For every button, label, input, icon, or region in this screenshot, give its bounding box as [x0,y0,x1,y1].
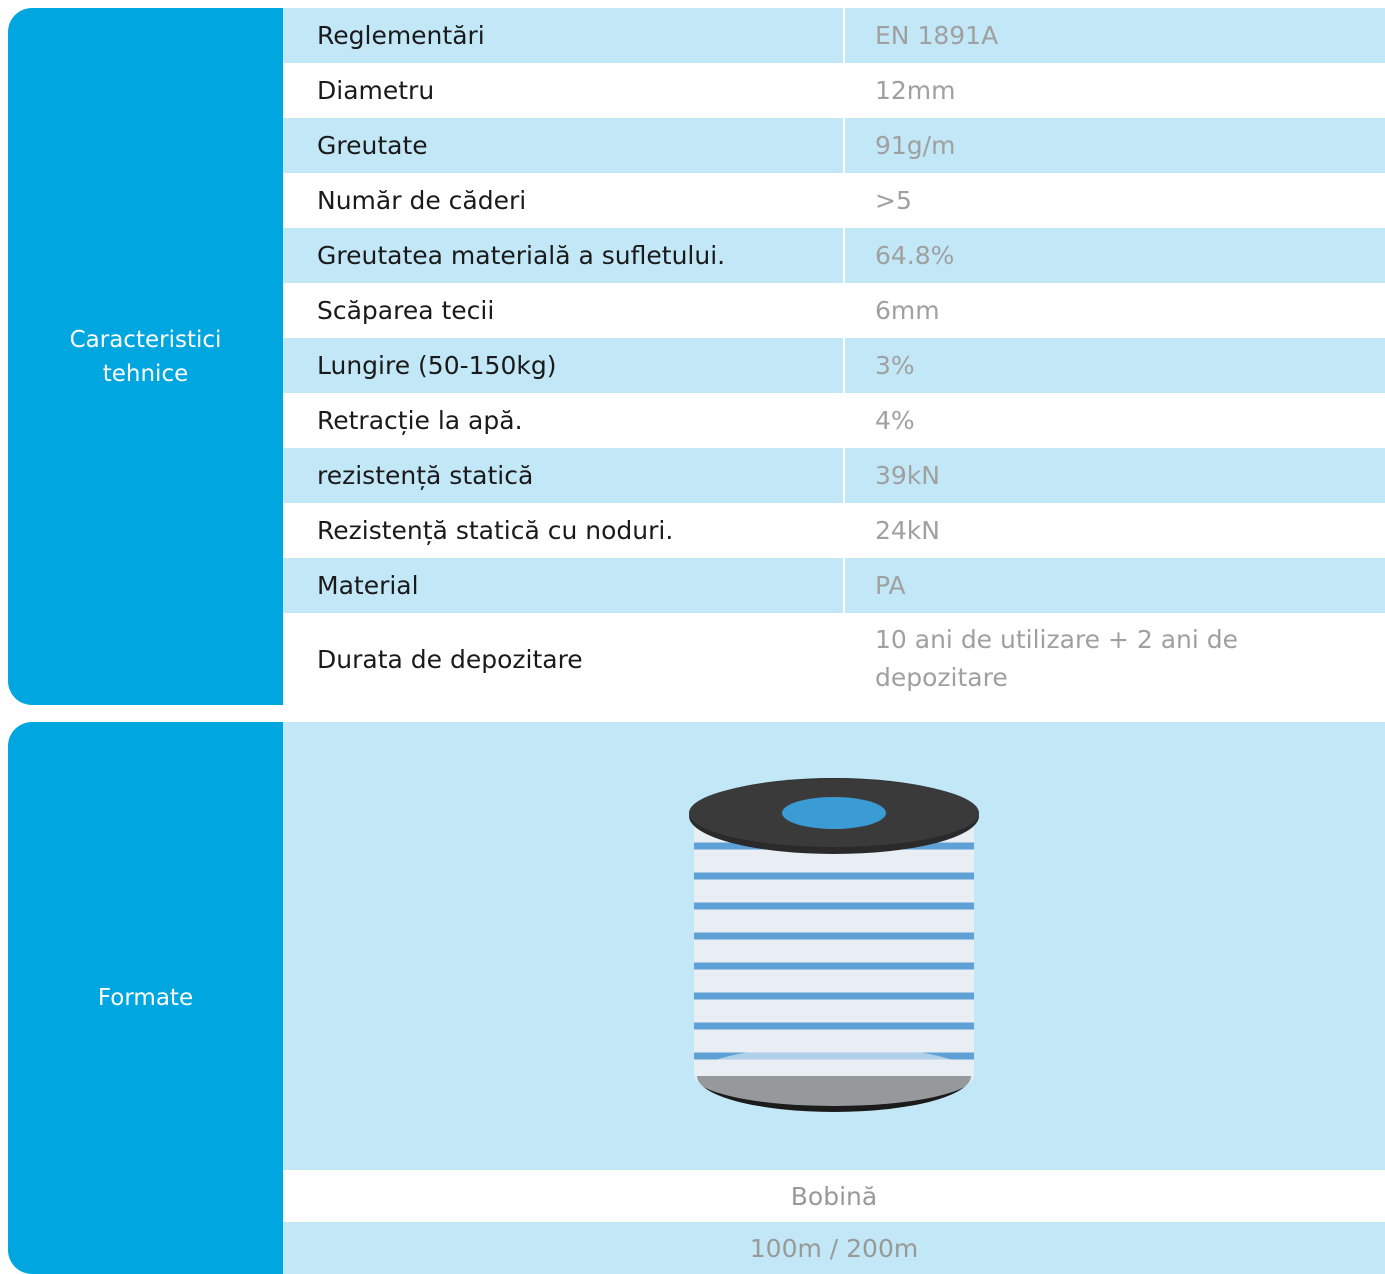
spec-label: rezistență statică [283,461,843,490]
spec-value: EN 1891A [843,8,1385,63]
spec-row: Număr de căderi>5 [283,173,1385,228]
format-row: Bobină [283,1170,1385,1222]
page: Caracteristici tehnice ReglementăriEN 18… [0,0,1385,1274]
product-image-area [283,722,1385,1170]
spec-value: >5 [843,173,1385,228]
spec-label: Diametru [283,76,843,105]
spec-label: Număr de căderi [283,186,843,215]
formats-heading: Formate [98,981,193,1015]
format-row: 100m / 200m [283,1222,1385,1274]
spec-label: Scăparea tecii [283,296,843,325]
spec-value: 10 ani de utilizare + 2 ani de depozitar… [843,613,1385,705]
spec-label: Greutate [283,131,843,160]
spec-label: Retracție la apă. [283,406,843,435]
spec-value: PA [843,558,1385,613]
specs-tab: Caracteristici tehnice [8,8,283,705]
spec-value: 24kN [843,503,1385,558]
spec-value: 4% [843,393,1385,448]
spec-row: Retracție la apă.4% [283,393,1385,448]
spec-value: 6mm [843,283,1385,338]
spec-value: 3% [843,338,1385,393]
spec-value: 91g/m [843,118,1385,173]
spec-label: Reglementări [283,21,843,50]
spec-label: Durata de depozitare [283,645,843,674]
specs-heading: Caracteristici tehnice [51,323,241,391]
formats-tab: Formate [8,722,283,1274]
spec-label: Greutatea materială a sufletului. [283,241,843,270]
spec-value: 39kN [843,448,1385,503]
spool-image [684,776,984,1116]
spec-value: 12mm [843,63,1385,118]
spec-label: Material [283,571,843,600]
spec-label: Lungire (50-150kg) [283,351,843,380]
spec-row: Rezistență statică cu noduri.24kN [283,503,1385,558]
spec-row: Lungire (50-150kg)3% [283,338,1385,393]
spec-row: Greutatea materială a sufletului.64.8% [283,228,1385,283]
spec-value: 64.8% [843,228,1385,283]
spec-label: Rezistență statică cu noduri. [283,516,843,545]
